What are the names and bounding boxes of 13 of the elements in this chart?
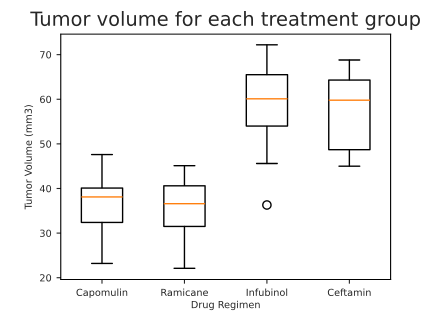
- chart-title: Tumor volume for each treatment group: [30, 11, 420, 30]
- y-tick-label: 20: [40, 274, 52, 282]
- y-axis-title: Tumor Volume (mm3): [24, 105, 34, 210]
- y-tick-label: 70: [40, 51, 52, 58]
- x-tick-label: Ceftamin: [328, 288, 371, 296]
- y-tick-label: 30: [40, 230, 52, 237]
- x-axis-title: Drug Regimen: [192, 300, 260, 310]
- y-tick-label: 50: [40, 140, 52, 148]
- x-tick-label: Infubinol: [246, 288, 288, 296]
- x-tick-label: Capomulin: [76, 288, 128, 298]
- y-tick-label: 60: [40, 96, 52, 104]
- y-tick-label: 40: [40, 184, 52, 192]
- x-tick-label: Ramicane: [161, 288, 208, 296]
